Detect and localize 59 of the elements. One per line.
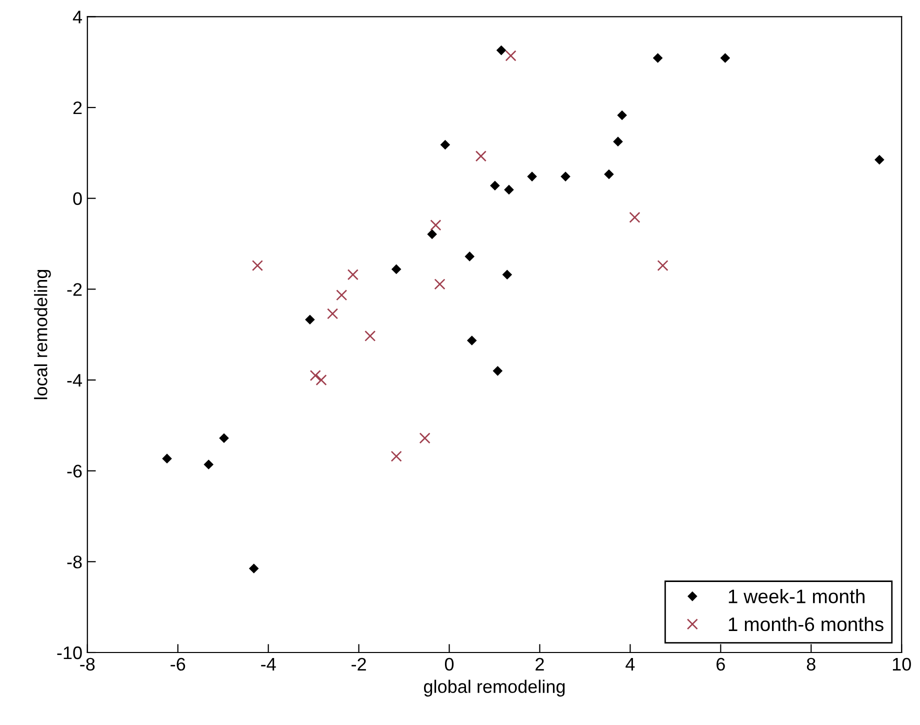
point xyxy=(490,181,500,190)
point xyxy=(720,53,730,63)
point xyxy=(496,46,506,55)
point xyxy=(305,314,315,324)
point xyxy=(502,270,512,280)
point xyxy=(493,366,502,376)
point xyxy=(327,308,338,320)
point xyxy=(390,450,402,462)
point xyxy=(204,460,214,470)
x-tick-label: 4 xyxy=(626,658,635,670)
y-tick-label: -2 xyxy=(67,283,82,296)
legend-label: 1 month-6 months xyxy=(728,616,884,632)
point xyxy=(465,252,474,262)
point xyxy=(653,53,662,63)
point xyxy=(310,370,321,382)
legend-label: 1 week-1 month xyxy=(728,589,864,604)
point xyxy=(613,136,623,146)
y-tick-label: -10 xyxy=(57,646,82,660)
point xyxy=(440,140,450,150)
y-tick-label: 4 xyxy=(72,10,82,24)
point xyxy=(249,564,258,574)
y-tick-label: 2 xyxy=(73,101,82,114)
point xyxy=(874,155,884,164)
y-tick-label: -8 xyxy=(67,556,82,568)
point xyxy=(219,434,229,443)
y-tick-label: -4 xyxy=(67,374,82,387)
point xyxy=(560,172,570,182)
x-axis-title: global remodeling xyxy=(424,680,565,697)
point xyxy=(527,172,537,182)
point xyxy=(504,185,514,194)
point xyxy=(252,260,264,272)
x-tick-label: 2 xyxy=(536,658,544,670)
point xyxy=(467,336,477,346)
point xyxy=(316,374,327,386)
point xyxy=(430,220,442,231)
y-tick-label: 0 xyxy=(73,192,82,206)
point xyxy=(336,290,348,301)
point xyxy=(427,230,437,239)
x-tick-label: -6 xyxy=(170,658,186,671)
x-tick-label: 8 xyxy=(806,658,816,671)
point xyxy=(475,150,486,162)
point xyxy=(162,454,172,464)
x-tick-label: -2 xyxy=(352,658,366,670)
x-tick-label: 0 xyxy=(444,658,454,671)
point xyxy=(657,260,668,272)
point xyxy=(617,110,627,120)
y-axis-title: local remodeling xyxy=(34,270,51,400)
point xyxy=(364,330,376,342)
point xyxy=(505,50,516,62)
point xyxy=(392,264,401,274)
x-tick-label: 10 xyxy=(892,658,911,671)
point xyxy=(434,278,446,290)
x-tick-label: 6 xyxy=(716,658,725,671)
point xyxy=(419,432,430,444)
point xyxy=(604,170,614,179)
point xyxy=(629,212,640,223)
point xyxy=(347,269,358,280)
x-tick-label: -4 xyxy=(261,658,276,670)
y-tick-label: -6 xyxy=(67,464,82,478)
